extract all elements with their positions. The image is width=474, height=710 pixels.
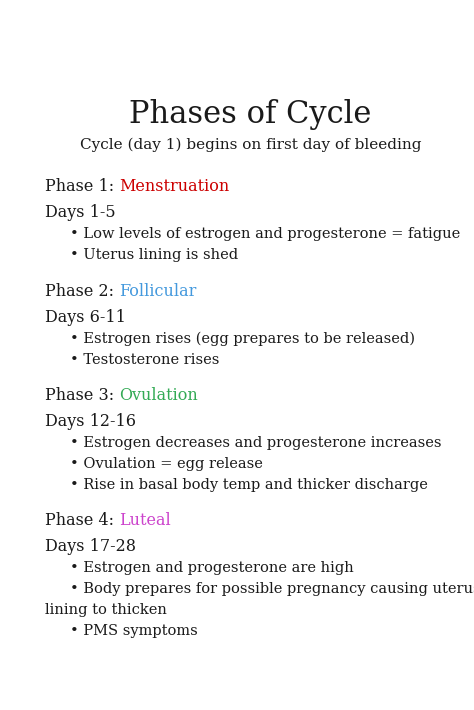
Text: • Estrogen decreases and progesterone increases: • Estrogen decreases and progesterone in…: [70, 436, 442, 450]
Text: Cycle (day 1) begins on first day of bleeding: Cycle (day 1) begins on first day of ble…: [80, 137, 421, 151]
Text: • Low levels of estrogen and progesterone = fatigue: • Low levels of estrogen and progesteron…: [70, 227, 461, 241]
Text: Menstruation: Menstruation: [119, 178, 229, 195]
Text: • Uterus lining is shed: • Uterus lining is shed: [70, 248, 238, 262]
Text: • PMS symptoms: • PMS symptoms: [70, 623, 198, 638]
Text: Phase 3:: Phase 3:: [45, 387, 119, 404]
Text: • Estrogen and progesterone are high: • Estrogen and progesterone are high: [70, 562, 354, 575]
Text: Days 1-5: Days 1-5: [45, 204, 115, 222]
Text: Follicular: Follicular: [118, 283, 196, 300]
Text: Days 6-11: Days 6-11: [45, 309, 126, 326]
Text: lining to thicken: lining to thicken: [45, 603, 166, 617]
Text: Phase 1:: Phase 1:: [45, 178, 119, 195]
Text: • Ovulation = egg release: • Ovulation = egg release: [70, 457, 263, 471]
Text: • Body prepares for possible pregnancy causing uterus: • Body prepares for possible pregnancy c…: [70, 582, 474, 596]
Text: Days 12-16: Days 12-16: [45, 413, 136, 430]
Text: Phases of Cycle: Phases of Cycle: [129, 99, 372, 130]
Text: Phase 4:: Phase 4:: [45, 512, 118, 529]
Text: Luteal: Luteal: [118, 512, 171, 529]
Text: • Rise in basal body temp and thicker discharge: • Rise in basal body temp and thicker di…: [70, 478, 428, 492]
Text: Ovulation: Ovulation: [119, 387, 198, 404]
Text: Phase 2:: Phase 2:: [45, 283, 118, 300]
Text: • Testosterone rises: • Testosterone rises: [70, 353, 219, 366]
Text: • Estrogen rises (egg prepares to be released): • Estrogen rises (egg prepares to be rel…: [70, 332, 415, 346]
Text: Days 17-28: Days 17-28: [45, 538, 136, 555]
